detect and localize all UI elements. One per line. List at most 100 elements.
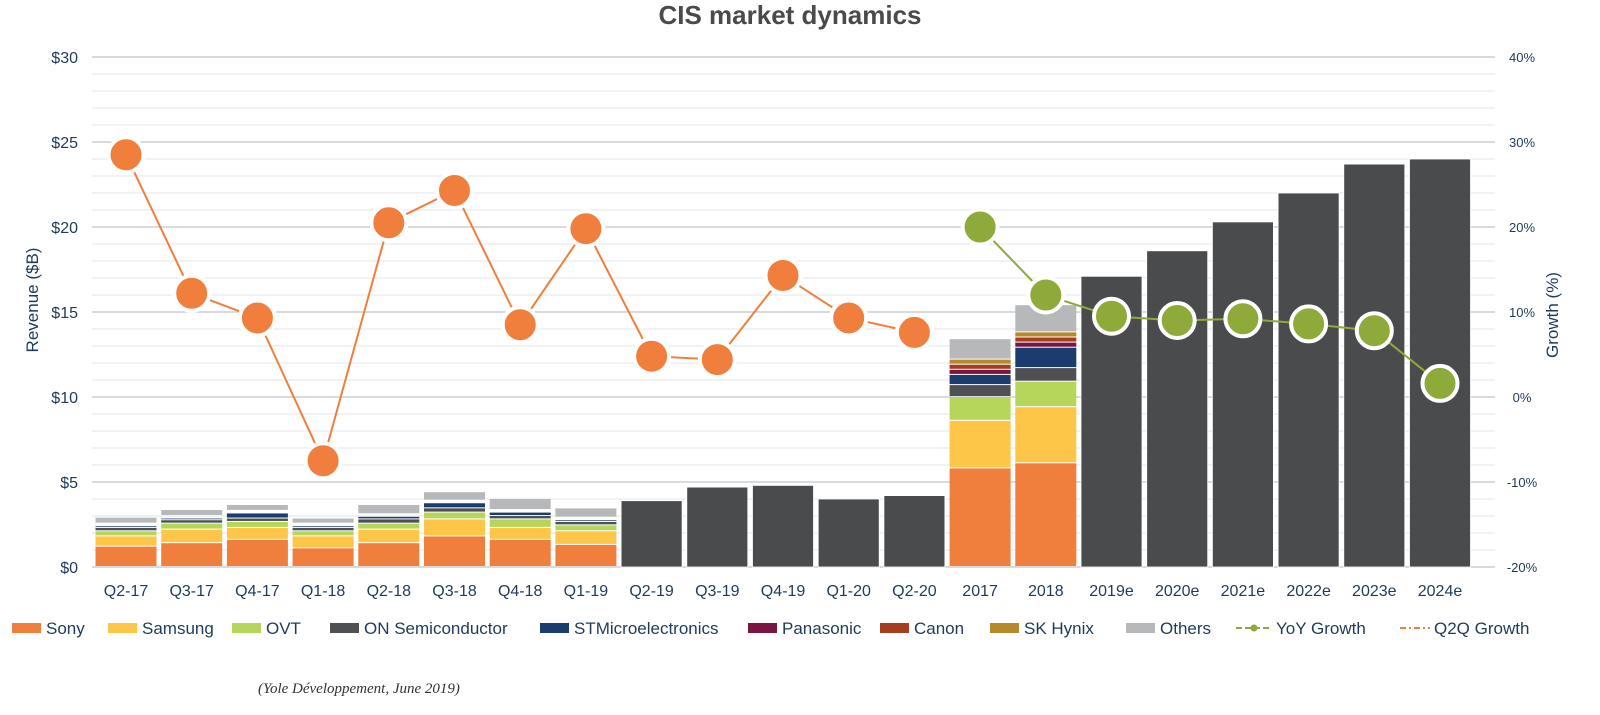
x-axis-labels: Q2-17 Q3-17 Q4-17 Q1-18 Q2-18 Q3-18 Q4-18 Q1-19… (104, 583, 1463, 600)
bar-segment (424, 512, 485, 519)
y2-axis-title: Growth (%) (1543, 272, 1562, 358)
legend-item: YoY Growth (1236, 619, 1366, 638)
legend-label: Panasonic (782, 619, 862, 638)
y2-tick-label: 0% (1513, 390, 1532, 405)
bar-segment (292, 536, 354, 548)
bar-segment (1015, 407, 1077, 463)
legend-item: Samsung (108, 619, 214, 638)
bar-segment (1015, 342, 1077, 347)
q2q-growth-point (172, 273, 212, 313)
x-tick-label: 2021e (1221, 583, 1266, 600)
bar-segment (226, 527, 288, 539)
y-tick-label: $30 (51, 50, 78, 67)
bar-segment (95, 517, 157, 523)
bar-segment (1015, 463, 1077, 566)
bar-segment (949, 359, 1011, 364)
stacked-bar (424, 492, 485, 566)
x-tick-label: 2024e (1418, 583, 1463, 600)
bar-segment (95, 536, 157, 546)
legend-swatch (990, 623, 1019, 633)
x-tick-label: 2022e (1286, 583, 1331, 600)
legend-item: OVT (232, 619, 301, 638)
legend-swatch (880, 623, 909, 633)
bar-segment (555, 525, 617, 531)
bar-segment (949, 374, 1011, 385)
y-tick-label: $25 (51, 135, 78, 152)
source-note: (Yole Développement, June 2019) (258, 681, 460, 697)
bar-segment (555, 531, 617, 544)
bar-segment (292, 548, 354, 566)
q2q-growth-point (237, 298, 277, 338)
total-bar (1343, 163, 1406, 568)
bar-segment (489, 527, 551, 539)
q2q-growth-point (500, 305, 540, 345)
legend-swatch (540, 623, 569, 633)
x-tick-label: Q2-18 (367, 583, 412, 600)
bar-segment (292, 526, 354, 527)
legend-label: ON Semiconductor (364, 619, 508, 638)
legend-item: Others (1126, 619, 1211, 638)
legend-label: SK Hynix (1024, 619, 1094, 638)
x-tick-label: Q4-19 (761, 583, 806, 600)
total-bar (1409, 158, 1471, 568)
total-bar (752, 484, 814, 568)
x-tick-label: Q3-19 (695, 583, 740, 600)
x-tick-label: 2017 (962, 583, 998, 600)
bar-segment (358, 523, 420, 529)
bar-segment (358, 504, 420, 514)
q2q-growth-point (894, 312, 934, 352)
legend-item: Sony (12, 619, 85, 638)
x-tick-label: 2020e (1155, 583, 1200, 600)
bars (95, 158, 1471, 568)
bar-segment (226, 513, 288, 518)
bar-segment (555, 544, 617, 566)
yoy-growth-point (1026, 275, 1066, 315)
x-tick-label: Q3-17 (169, 583, 214, 600)
x-tick-label: Q2-19 (629, 583, 674, 600)
x-tick-label: 2019e (1089, 583, 1134, 600)
y-tick-label: $10 (51, 390, 78, 407)
q2q-growth-point (106, 135, 146, 175)
legend-swatch (108, 623, 137, 633)
bar-segment (949, 369, 1011, 374)
q2q-growth-point (697, 340, 737, 380)
legend-swatch (12, 623, 41, 633)
q2q-growth-point (829, 298, 869, 338)
stacked-bar (555, 508, 617, 566)
y-tick-label: $20 (51, 220, 78, 237)
q2q-growth-point (632, 336, 672, 376)
y2-tick-label: 10% (1509, 305, 1535, 320)
legend-item: SK Hynix (990, 619, 1094, 638)
bar-segment (161, 523, 223, 529)
yoy-growth-point (1354, 311, 1394, 351)
stacked-bar (226, 504, 288, 566)
bar-segment (358, 543, 420, 566)
legend-swatch (748, 623, 777, 633)
q2q-growth-point (566, 209, 606, 249)
bar-segment (226, 504, 288, 510)
y2-tick-label: -20% (1507, 560, 1538, 575)
bar-segment (161, 543, 223, 566)
total-bar (817, 498, 880, 568)
y2-tick-label: -10% (1507, 475, 1538, 490)
y2-tick-label: 20% (1509, 220, 1535, 235)
yoy-growth-point (1289, 304, 1329, 344)
bar-segment (489, 519, 551, 527)
total-bar (1277, 192, 1340, 568)
chart-title: CIS market dynamics (658, 0, 921, 30)
bar-segment (161, 529, 223, 543)
bar-segment (95, 546, 157, 566)
y2-tick-label: 40% (1509, 50, 1535, 65)
stacked-bar (489, 499, 551, 566)
bar-segment (161, 510, 223, 515)
x-tick-label: 2018 (1028, 583, 1064, 600)
bar-segment (292, 518, 354, 523)
bar-segment (95, 531, 157, 536)
x-tick-label: Q3-18 (432, 583, 477, 600)
legend-item: STMicroelectronics (540, 619, 719, 638)
yoy-growth-point (1223, 299, 1263, 339)
bar-segment (555, 521, 617, 525)
stacked-bar (949, 339, 1011, 566)
bar-segment (949, 420, 1011, 468)
bar-segment (424, 503, 485, 508)
